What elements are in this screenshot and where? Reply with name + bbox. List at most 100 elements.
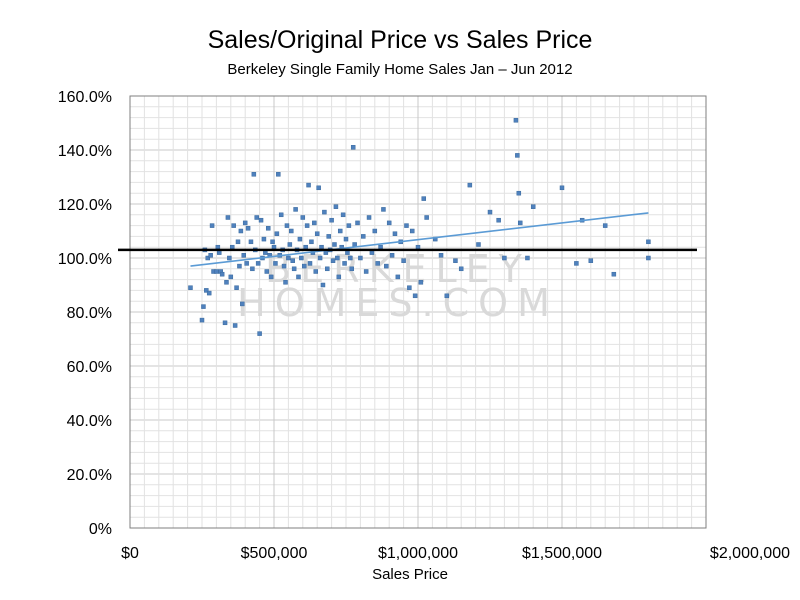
data-point — [330, 258, 336, 263]
data-point — [381, 207, 386, 212]
data-point — [309, 239, 314, 245]
data-point — [217, 250, 222, 255]
data-point — [289, 228, 294, 234]
data-point — [326, 234, 331, 239]
data-point — [407, 285, 412, 290]
data-point — [384, 263, 389, 269]
data-point — [525, 255, 530, 261]
data-point — [274, 231, 280, 236]
y-tick-label: 120.0% — [58, 197, 112, 214]
data-point — [307, 261, 313, 266]
data-point — [421, 196, 427, 201]
x-tick-label: $2,000,000 — [710, 545, 790, 562]
data-point — [255, 261, 261, 266]
y-tick-label: 160.0% — [58, 89, 112, 106]
data-point — [314, 231, 320, 236]
data-point — [201, 304, 206, 309]
data-point — [234, 285, 239, 290]
data-point — [458, 266, 464, 272]
data-point — [349, 266, 355, 272]
data-point — [333, 204, 339, 209]
data-point — [348, 255, 353, 261]
data-point — [284, 223, 290, 228]
y-tick-label: 60.0% — [67, 359, 112, 376]
data-point — [297, 236, 303, 242]
data-point — [316, 185, 321, 191]
data-point — [208, 253, 213, 258]
data-point — [240, 301, 245, 307]
data-point — [283, 280, 288, 285]
data-point — [229, 244, 235, 250]
data-point — [225, 215, 231, 220]
data-point — [199, 317, 205, 323]
x-tick-label: $1,500,000 — [522, 545, 602, 562]
data-point — [228, 274, 234, 280]
data-point — [258, 217, 264, 223]
data-point — [346, 223, 352, 228]
data-point — [343, 236, 349, 242]
data-point — [244, 261, 249, 266]
data-point — [438, 253, 444, 258]
data-point — [515, 153, 520, 158]
data-point — [602, 223, 608, 228]
data-point — [574, 261, 579, 266]
data-point — [502, 255, 507, 261]
data-point — [290, 258, 295, 263]
data-point — [611, 271, 617, 277]
x-tick-label: $1,000,000 — [378, 545, 458, 562]
data-point — [237, 263, 242, 269]
data-point — [646, 255, 651, 261]
data-point — [530, 204, 536, 209]
data-point — [345, 250, 350, 255]
data-point — [378, 244, 383, 250]
data-point — [340, 212, 346, 218]
data-point — [404, 223, 409, 228]
data-point — [444, 293, 450, 299]
data-point — [588, 258, 594, 263]
data-point — [392, 231, 398, 236]
data-point — [332, 242, 337, 247]
data-point — [313, 269, 319, 274]
data-point — [251, 172, 257, 177]
data-point — [517, 220, 523, 226]
data-point — [352, 242, 357, 247]
data-point — [204, 288, 209, 293]
data-point — [263, 250, 268, 255]
data-point — [453, 258, 458, 263]
data-point — [467, 182, 473, 188]
data-point — [317, 255, 323, 261]
data-point — [513, 118, 519, 123]
data-point — [363, 269, 369, 274]
data-point — [337, 228, 343, 234]
data-point — [235, 239, 241, 245]
data-point — [209, 223, 215, 228]
x-axis-label: Sales Price — [372, 566, 448, 583]
data-point — [329, 217, 334, 223]
data-point — [241, 253, 247, 258]
data-point — [257, 331, 262, 336]
data-point — [296, 274, 301, 280]
data-point — [287, 242, 293, 247]
data-point — [300, 215, 306, 220]
data-point — [273, 261, 278, 266]
chart-title: Sales/Original Price vs Sales Price — [207, 26, 593, 54]
y-tick-label: 0% — [89, 521, 112, 538]
data-point — [245, 226, 251, 231]
data-point — [412, 293, 418, 299]
data-point — [242, 220, 248, 226]
data-point — [231, 223, 236, 228]
data-point — [205, 255, 211, 261]
data-point — [335, 255, 340, 261]
data-point — [487, 209, 493, 215]
data-point — [322, 209, 327, 215]
y-axis-tick-labels: 0% 20.0% 40.0% 60.0% 80.0% 100.0% 120.0% 140.0%… — [58, 89, 112, 538]
data-point — [214, 269, 219, 274]
data-point — [369, 250, 375, 255]
data-point — [301, 263, 307, 269]
data-point — [219, 271, 225, 277]
data-point — [261, 236, 267, 242]
data-point — [415, 244, 421, 250]
data-point — [238, 228, 244, 234]
data-point — [286, 255, 291, 261]
